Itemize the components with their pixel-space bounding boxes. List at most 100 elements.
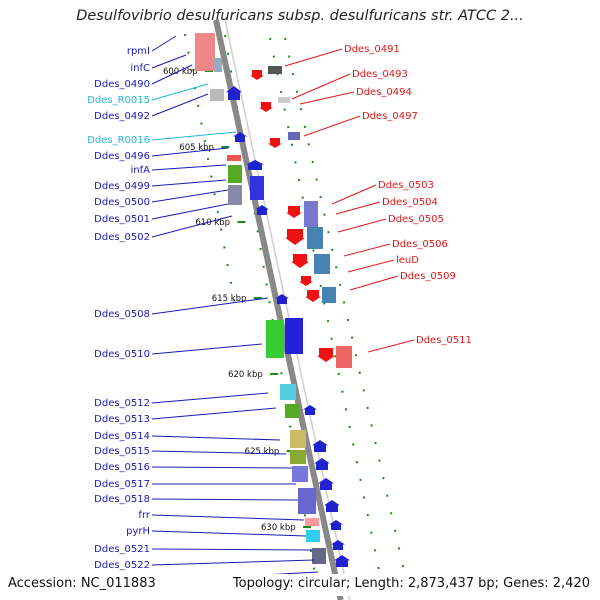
reverse-gene-leader: [284, 48, 343, 67]
forward-gene-arrow[interactable]: [246, 160, 264, 170]
forward-gene-box[interactable]: [195, 33, 215, 71]
reverse-gene-box[interactable]: [268, 66, 282, 74]
forward-gene-label[interactable]: Ddes_0512: [94, 398, 150, 409]
reverse-gene-label[interactable]: Ddes_0497: [362, 111, 418, 122]
forward-gene-leader: [151, 35, 177, 52]
reverse-gene-arrow[interactable]: [285, 229, 305, 245]
forward-gene-arrow[interactable]: [318, 478, 334, 490]
reverse-gene-box[interactable]: [288, 132, 300, 140]
forward-gene-box[interactable]: [210, 89, 224, 101]
forward-gene-box[interactable]: [290, 430, 306, 448]
forward-gene-box[interactable]: [214, 58, 222, 72]
reverse-gene-box[interactable]: [314, 254, 330, 274]
forward-gene-label[interactable]: frr: [138, 510, 150, 521]
reverse-gene-box[interactable]: [322, 287, 336, 303]
forward-gene-box[interactable]: [266, 320, 284, 358]
forward-gene-label[interactable]: Ddes_0517: [94, 479, 150, 490]
reverse-gene-box[interactable]: [304, 201, 318, 227]
kbp-tick-label: 600 kbp: [163, 67, 198, 77]
forward-gene-box[interactable]: [292, 466, 308, 482]
reverse-gene-label[interactable]: Ddes_0491: [344, 44, 400, 55]
forward-gene-arrow[interactable]: [312, 440, 328, 452]
forward-gene-label[interactable]: Ddes_0492: [94, 111, 150, 122]
forward-gene-box[interactable]: [306, 530, 320, 542]
forward-gene-label[interactable]: Ddes_0516: [94, 462, 150, 473]
forward-gene-arrow[interactable]: [255, 205, 269, 215]
reverse-gene-arrow[interactable]: [305, 290, 321, 302]
reverse-gene-label[interactable]: Ddes_0511: [416, 335, 472, 346]
forward-gene-label[interactable]: infA: [131, 165, 151, 176]
forward-gene-label[interactable]: Ddes_0510: [94, 349, 150, 360]
forward-gene-arrow[interactable]: [226, 86, 242, 100]
map-title: Desulfovibrio desulfuricans subsp. desul…: [76, 8, 524, 24]
reverse-gene-label[interactable]: Ddes_0509: [400, 271, 456, 282]
forward-gene-arrow[interactable]: [303, 405, 317, 415]
reverse-gene-label[interactable]: Ddes_0505: [388, 214, 444, 225]
forward-gene-leader: [151, 392, 269, 404]
forward-gene-arrow[interactable]: [314, 458, 330, 470]
forward-gene-label[interactable]: rpmI: [127, 46, 150, 57]
forward-gene-arrow[interactable]: [331, 540, 345, 550]
forward-gene-label[interactable]: Ddes_0496: [94, 151, 150, 162]
forward-gene-box[interactable]: [250, 176, 264, 200]
forward-gene-arrow[interactable]: [275, 294, 289, 304]
forward-gene-box[interactable]: [312, 548, 326, 564]
forward-gene-box[interactable]: [305, 518, 319, 526]
reverse-gene-arrow[interactable]: [291, 254, 309, 268]
forward-gene-box[interactable]: [228, 165, 242, 183]
reverse-gene-leader: [343, 243, 391, 257]
forward-gene-label[interactable]: Ddes_0518: [94, 494, 150, 505]
forward-gene-label[interactable]: Ddes_0513: [94, 414, 150, 425]
forward-gene-box[interactable]: [280, 384, 296, 400]
forward-gene-label[interactable]: Ddes_0499: [94, 181, 150, 192]
forward-gene-label[interactable]: Ddes_0501: [94, 214, 150, 225]
forward-gene-arrow[interactable]: [334, 555, 350, 567]
kbp-tick-label: 625 kbp: [245, 447, 280, 457]
forward-gene-leader: [151, 93, 209, 117]
reverse-gene-label[interactable]: leuD: [396, 255, 419, 266]
forward-gene-label[interactable]: Ddes_0521: [94, 544, 150, 555]
forward-gene-label[interactable]: Ddes_0515: [94, 446, 150, 457]
forward-gene-label[interactable]: Ddes_0502: [94, 232, 150, 243]
reverse-gene-label[interactable]: Ddes_0494: [356, 87, 412, 98]
reverse-gene-label[interactable]: Ddes_0506: [392, 239, 448, 250]
reverse-gene-label[interactable]: Ddes_0504: [382, 197, 438, 208]
forward-gene-leader: [151, 297, 269, 315]
reverse-gene-arrow[interactable]: [317, 348, 335, 362]
forward-gene-label[interactable]: pyrH: [126, 526, 150, 537]
reverse-gene-box[interactable]: [278, 97, 290, 103]
forward-gene-label[interactable]: Ddes_0514: [94, 431, 150, 442]
forward-gene-arrow[interactable]: [324, 500, 340, 512]
forward-gene-box[interactable]: [290, 450, 306, 464]
forward-gene-leader: [151, 343, 263, 355]
reverse-gene-label[interactable]: Ddes_0503: [378, 180, 434, 191]
reverse-gene-arrow[interactable]: [259, 102, 273, 112]
forward-gene-box[interactable]: [285, 404, 299, 418]
forward-gene-leader: [151, 83, 209, 101]
reverse-gene-box[interactable]: [307, 227, 323, 249]
reverse-gene-label[interactable]: Ddes_0493: [352, 69, 408, 80]
reverse-gene-arrow[interactable]: [250, 70, 264, 80]
forward-gene-label[interactable]: infC: [130, 63, 150, 74]
forward-gene-label[interactable]: Ddes_R0016: [87, 135, 150, 146]
forward-gene-leader: [151, 54, 187, 69]
forward-gene-label[interactable]: Ddes_0522: [94, 560, 150, 571]
forward-gene-arrow[interactable]: [329, 520, 343, 530]
forward-gene-arrow[interactable]: [233, 132, 247, 142]
reverse-gene-leader: [291, 73, 351, 100]
forward-gene-box[interactable]: [285, 318, 303, 354]
track-guide-3: [284, 37, 406, 576]
reverse-gene-arrow[interactable]: [286, 206, 302, 218]
reverse-gene-arrow[interactable]: [268, 138, 282, 148]
reverse-gene-arrow[interactable]: [299, 276, 313, 286]
reverse-gene-box[interactable]: [336, 346, 352, 368]
forward-gene-label[interactable]: Ddes_0508: [94, 309, 150, 320]
forward-gene-box[interactable]: [298, 488, 316, 514]
forward-gene-box[interactable]: [227, 155, 241, 161]
forward-gene-box[interactable]: [228, 185, 242, 205]
forward-gene-leader: [151, 498, 299, 501]
forward-gene-label[interactable]: Ddes_R0015: [87, 95, 150, 106]
forward-gene-label[interactable]: Ddes_0500: [94, 197, 150, 208]
forward-gene-label[interactable]: Ddes_0490: [94, 79, 150, 90]
